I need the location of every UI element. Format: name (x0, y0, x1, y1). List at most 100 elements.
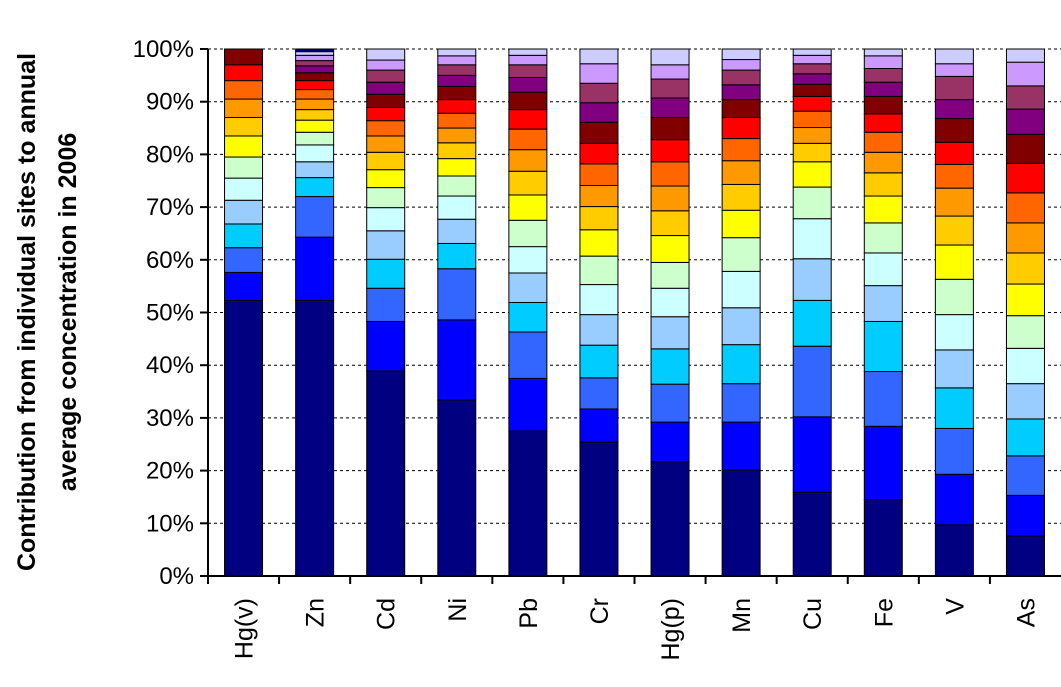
bar-segment (437, 158, 477, 177)
bar-segment (295, 54, 335, 62)
bar-segment (508, 219, 548, 248)
bar-segment (934, 163, 974, 189)
bar-segment (721, 344, 761, 385)
bar-segment (863, 252, 903, 287)
bar-segment (721, 209, 761, 239)
y-tick-label: 50% (146, 300, 194, 327)
y-tick-label: 80% (146, 141, 194, 168)
bar-segment (934, 63, 974, 77)
bar-segment (579, 344, 619, 379)
bar-segment (863, 371, 903, 427)
bar-segment (508, 109, 548, 130)
bar-segment (1005, 283, 1045, 317)
bar-segment (437, 268, 477, 321)
x-category-label: Mn (728, 598, 756, 633)
bar-segment (366, 81, 406, 95)
bar-segment (792, 83, 832, 97)
bar-segment (295, 299, 335, 577)
bar-segment (1005, 252, 1045, 285)
y-tick-label: 60% (146, 247, 194, 274)
y-tick-label: 90% (146, 89, 194, 116)
bar-segment (437, 48, 477, 57)
bar-segment (579, 163, 619, 186)
x-category-label: V (941, 598, 969, 615)
bar-segment (934, 187, 974, 217)
bar-segment (508, 377, 548, 432)
bar-segment (792, 491, 832, 577)
bar-segment (792, 63, 832, 75)
bar-segment (1005, 315, 1045, 349)
bar-segment (579, 121, 619, 144)
bar-segment (934, 524, 974, 577)
bar-segment (224, 80, 264, 100)
x-category-label: Cu (799, 598, 827, 630)
y-tick-label: 100% (133, 36, 194, 63)
bar-segment (437, 127, 477, 144)
bar-segment (721, 84, 761, 101)
bar-segment (579, 184, 619, 208)
bar-segment (934, 215, 974, 246)
bar-segment (437, 55, 477, 66)
bar-segment (579, 229, 619, 257)
bar-segment (366, 187, 406, 209)
bar-segment (650, 348, 690, 385)
bar-segment (792, 142, 832, 163)
bar-segment (579, 82, 619, 104)
bar-segment (437, 74, 477, 87)
bar-segment (508, 194, 548, 221)
bar-segment (863, 172, 903, 197)
bar-segment (721, 383, 761, 423)
bar-segment (650, 287, 690, 318)
bar-segment (934, 427, 974, 475)
bar-segment (366, 93, 406, 108)
bar-segment (508, 301, 548, 333)
bar-segment (508, 128, 548, 151)
bar-segment (1005, 162, 1045, 194)
bar-segment (224, 135, 264, 158)
bar-segment (934, 349, 974, 389)
x-category-label: Pb (515, 598, 543, 629)
y-tick-label: 0% (159, 563, 194, 590)
bar-segment (437, 112, 477, 129)
x-category-label: Hg(v) (231, 598, 259, 659)
bar-segment (721, 59, 761, 71)
bar-segment (366, 207, 406, 232)
x-category-label: Cr (586, 598, 614, 624)
bar-segment (579, 63, 619, 84)
bar-segment (863, 131, 903, 153)
y-tick-label: 40% (146, 352, 194, 379)
y-tick-labels: 0% 10% 20% 30% 40% 50% 60% 70% 80% 90% 100% (133, 36, 194, 590)
bar-segment (366, 151, 406, 171)
bar-segment (579, 206, 619, 231)
bar-segment (508, 48, 548, 56)
bar-segment (721, 469, 761, 577)
bar-segment (792, 110, 832, 129)
bar-segment (508, 91, 548, 111)
bar-segment (437, 64, 477, 76)
bar-segment (1005, 85, 1045, 110)
bar-segment (1005, 222, 1045, 254)
bar-segment (650, 261, 690, 289)
bar-segment (366, 106, 406, 122)
bar-segment (1005, 61, 1045, 87)
bar-segment (650, 421, 690, 463)
bar-segment (224, 156, 264, 179)
bar-segment (863, 48, 903, 57)
bar-segment (1005, 535, 1045, 577)
bar-segment (650, 210, 690, 237)
bar-segment (650, 78, 690, 99)
bar-segment (508, 54, 548, 66)
bar-segment (295, 109, 335, 121)
bar-segment (1005, 133, 1045, 164)
bar-segment (721, 99, 761, 119)
bar-segment (437, 195, 477, 220)
x-category-label: Zn (302, 598, 330, 627)
bar-segment (224, 247, 264, 273)
bar-segment (721, 307, 761, 346)
bar-segment (366, 258, 406, 289)
bar-segment (721, 48, 761, 61)
bar-segment (792, 48, 832, 56)
bar-segment (508, 272, 548, 303)
bar-segment (934, 314, 974, 351)
bar-segment (224, 299, 264, 577)
